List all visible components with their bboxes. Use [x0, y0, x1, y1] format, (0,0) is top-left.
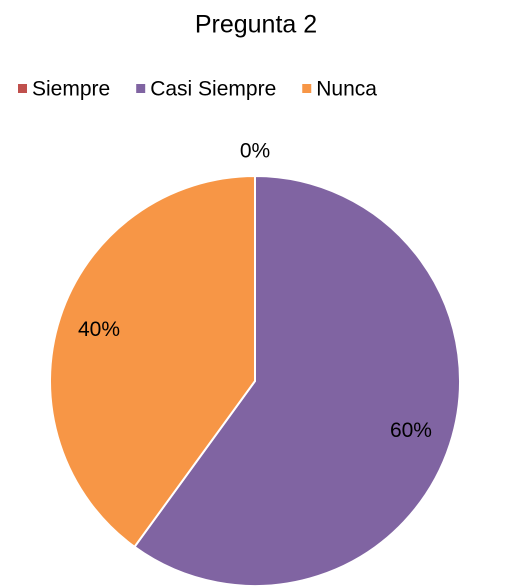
legend-label: Siempre — [32, 78, 110, 101]
legend-swatch — [136, 84, 146, 93]
legend-label: Nunca — [316, 78, 377, 101]
data-label: 0% — [240, 140, 270, 163]
data-label: 60% — [390, 419, 432, 442]
legend-label: Casi Siempre — [150, 78, 276, 101]
legend-swatch — [18, 84, 27, 93]
pie-slice — [133, 174, 461, 587]
chart-title: Pregunta 2 — [195, 11, 317, 39]
pie-slice — [49, 174, 256, 549]
legend-swatch — [302, 84, 312, 93]
data-label: 40% — [78, 318, 120, 341]
